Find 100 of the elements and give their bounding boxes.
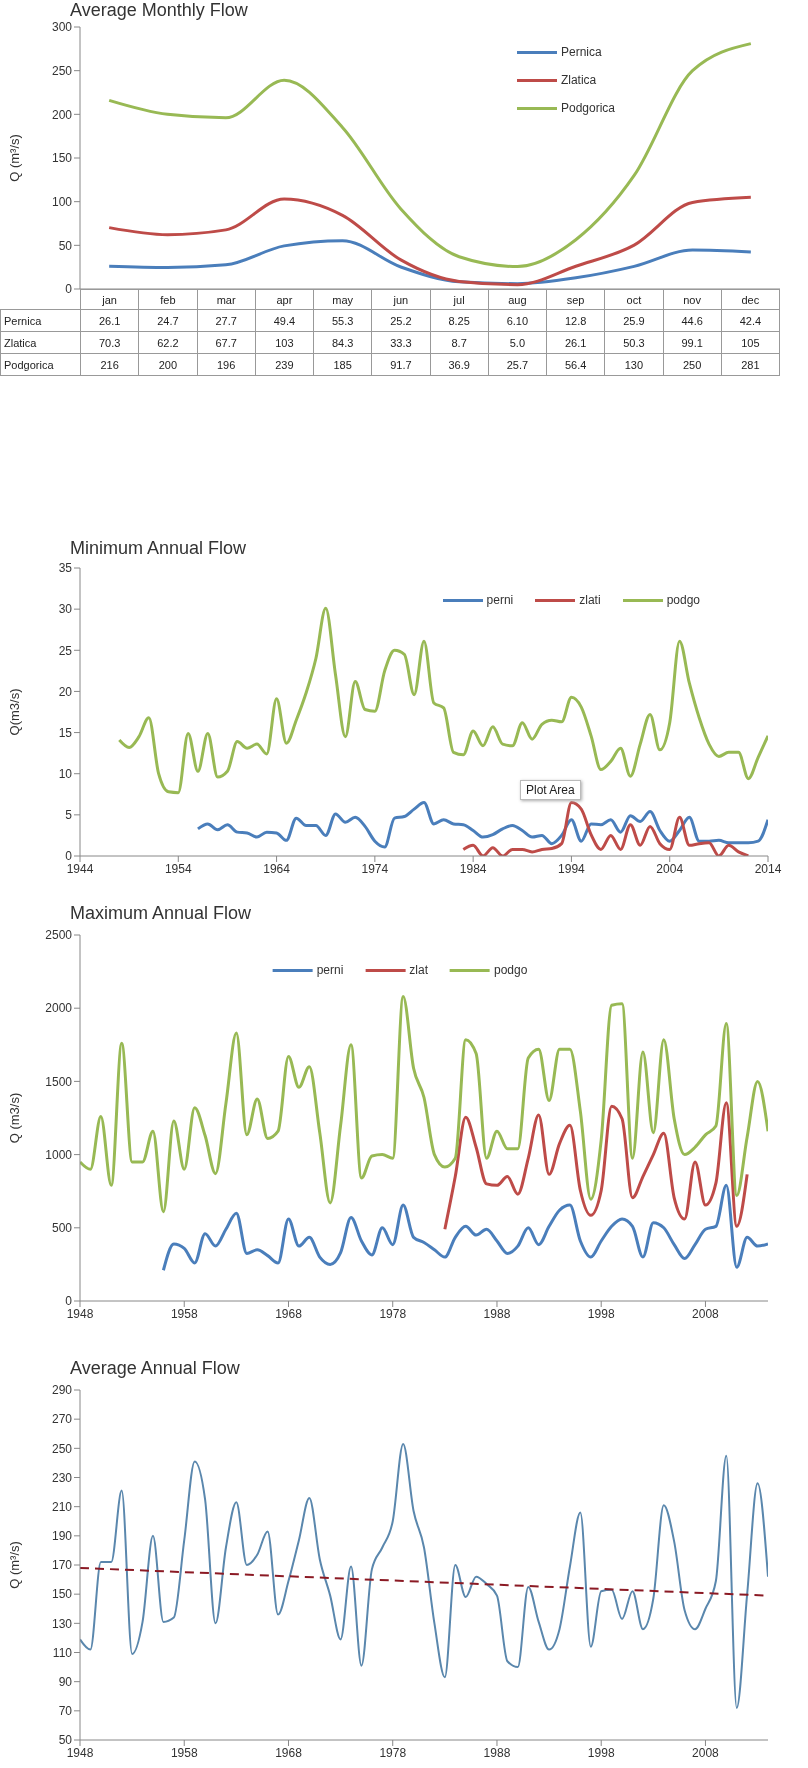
- data-label: 6.10: [488, 309, 547, 332]
- y-tick-label: 150: [51, 1587, 73, 1602]
- data-label: 281: [721, 353, 780, 376]
- y-tick-label: 90: [58, 1674, 73, 1689]
- legend-label: Pernica: [560, 45, 602, 59]
- y-tick-label: 70: [58, 1704, 73, 1719]
- data-label: 50.3: [604, 331, 663, 354]
- line-series: [196, 801, 768, 849]
- legend-label: zlati: [579, 593, 601, 607]
- data-label: 26.1: [546, 331, 605, 354]
- text: Podgorica: [4, 358, 54, 371]
- data-label: 5.0: [488, 331, 547, 354]
- x-tick-label: 1978: [379, 1306, 407, 1321]
- data-label: 103: [255, 331, 314, 354]
- y-tick-label: 1000: [45, 1147, 73, 1162]
- y-tick-label: 30: [58, 602, 73, 617]
- y-axis-title: Q (m3/s): [6, 1092, 22, 1144]
- annotation: Plot Area: [520, 780, 581, 800]
- x-tick-label: dec: [721, 289, 780, 310]
- chart-title: Average Annual Flow: [70, 1358, 240, 1379]
- chart-title: Minimum Annual Flow: [70, 538, 247, 559]
- line-series: [443, 1101, 749, 1231]
- y-tick-label: 200: [51, 107, 73, 122]
- data-label: 185: [313, 353, 372, 376]
- x-tick-label: 1948: [66, 1745, 94, 1760]
- y-axis-title: Q(m3/s): [6, 688, 22, 736]
- data-label: 27.7: [197, 309, 256, 332]
- y-tick-label: 250: [51, 63, 73, 78]
- y-tick-label: 230: [51, 1470, 73, 1485]
- data-label: 67.7: [197, 331, 256, 354]
- y-tick-label: 35: [58, 561, 73, 576]
- data-label: 55.3: [313, 309, 372, 332]
- x-tick-label: 1988: [483, 1306, 511, 1321]
- y-tick-label: 5: [65, 808, 73, 823]
- data-label: 200: [138, 353, 197, 376]
- y-tick-label: 0: [65, 282, 73, 297]
- data-label: 24.7: [138, 309, 197, 332]
- x-tick-label: 1998: [587, 1745, 615, 1760]
- x-tick-label: 1978: [379, 1745, 407, 1760]
- x-tick-label: 2014: [754, 861, 782, 876]
- x-tick-label: 1954: [164, 861, 192, 876]
- text: Pernica: [4, 314, 42, 327]
- y-tick-label: 2500: [45, 928, 73, 943]
- y-tick-label: 150: [51, 151, 73, 166]
- y-axis-title: Q (m³/s): [6, 134, 22, 182]
- data-label: 62.2: [138, 331, 197, 354]
- data-label: 8.25: [430, 309, 489, 332]
- x-tick-label: 1974: [361, 861, 389, 876]
- text: Zlatica: [4, 336, 37, 349]
- y-tick-label: 50: [58, 1733, 73, 1748]
- x-tick-label: 1984: [459, 861, 487, 876]
- y-tick-label: 0: [65, 849, 73, 864]
- legend-label: Zlatica: [560, 73, 597, 87]
- legend-label: zlat: [409, 963, 428, 977]
- x-tick-label: 1998: [587, 1306, 615, 1321]
- data-label: 84.3: [313, 331, 372, 354]
- chart-title: Maximum Annual Flow: [70, 903, 252, 924]
- x-tick-label: 1944: [66, 861, 94, 876]
- x-tick-label: may: [313, 289, 372, 310]
- data-label: 36.9: [430, 353, 489, 376]
- data-label: 105: [721, 331, 780, 354]
- legend-label: perni: [316, 963, 344, 977]
- data-label: 42.4: [721, 309, 780, 332]
- y-tick-label: 250: [51, 1441, 73, 1456]
- data-label: 25.7: [488, 353, 547, 376]
- data-label: 250: [663, 353, 722, 376]
- x-tick-label: jan: [80, 289, 139, 310]
- y-tick-label: 290: [51, 1383, 73, 1398]
- y-tick-label: 10: [58, 766, 73, 781]
- x-tick-label: aug: [488, 289, 547, 310]
- data-label: 70.3: [80, 331, 139, 354]
- x-tick-label: 2008: [692, 1306, 720, 1321]
- data-label: 196: [197, 353, 256, 376]
- data-label: 239: [255, 353, 314, 376]
- legend-label: Podgorica: [560, 101, 615, 115]
- y-tick-label: 100: [51, 194, 73, 209]
- y-tick-label: 15: [58, 725, 73, 740]
- x-tick-label: 1968: [275, 1306, 303, 1321]
- line-series: [161, 1183, 768, 1272]
- y-tick-label: 2000: [45, 1001, 73, 1016]
- x-tick-label: 1968: [275, 1745, 303, 1760]
- data-label: 26.1: [80, 309, 139, 332]
- y-tick-label: 20: [58, 684, 73, 699]
- y-tick-label: 50: [58, 238, 73, 253]
- data-label: 12.8: [546, 309, 605, 332]
- x-tick-label: apr: [255, 289, 314, 310]
- legend-label: podgo: [666, 593, 700, 607]
- data-label: 25.2: [371, 309, 430, 332]
- data-label: 91.7: [371, 353, 430, 376]
- y-tick-label: 110: [52, 1645, 73, 1660]
- x-tick-label: oct: [604, 289, 663, 310]
- line-series: [107, 195, 753, 287]
- data-label: 56.4: [546, 353, 605, 376]
- y-tick-label: 210: [51, 1499, 73, 1514]
- y-tick-label: 25: [58, 643, 73, 658]
- x-tick-label: feb: [138, 289, 197, 310]
- y-tick-label: 1500: [45, 1074, 73, 1089]
- data-label: 8.7: [430, 331, 489, 354]
- x-tick-label: sep: [546, 289, 605, 310]
- y-tick-label: 0: [65, 1294, 73, 1309]
